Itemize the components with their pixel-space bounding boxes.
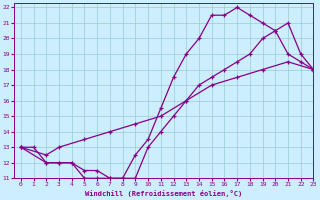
- X-axis label: Windchill (Refroidissement éolien,°C): Windchill (Refroidissement éolien,°C): [85, 190, 243, 197]
